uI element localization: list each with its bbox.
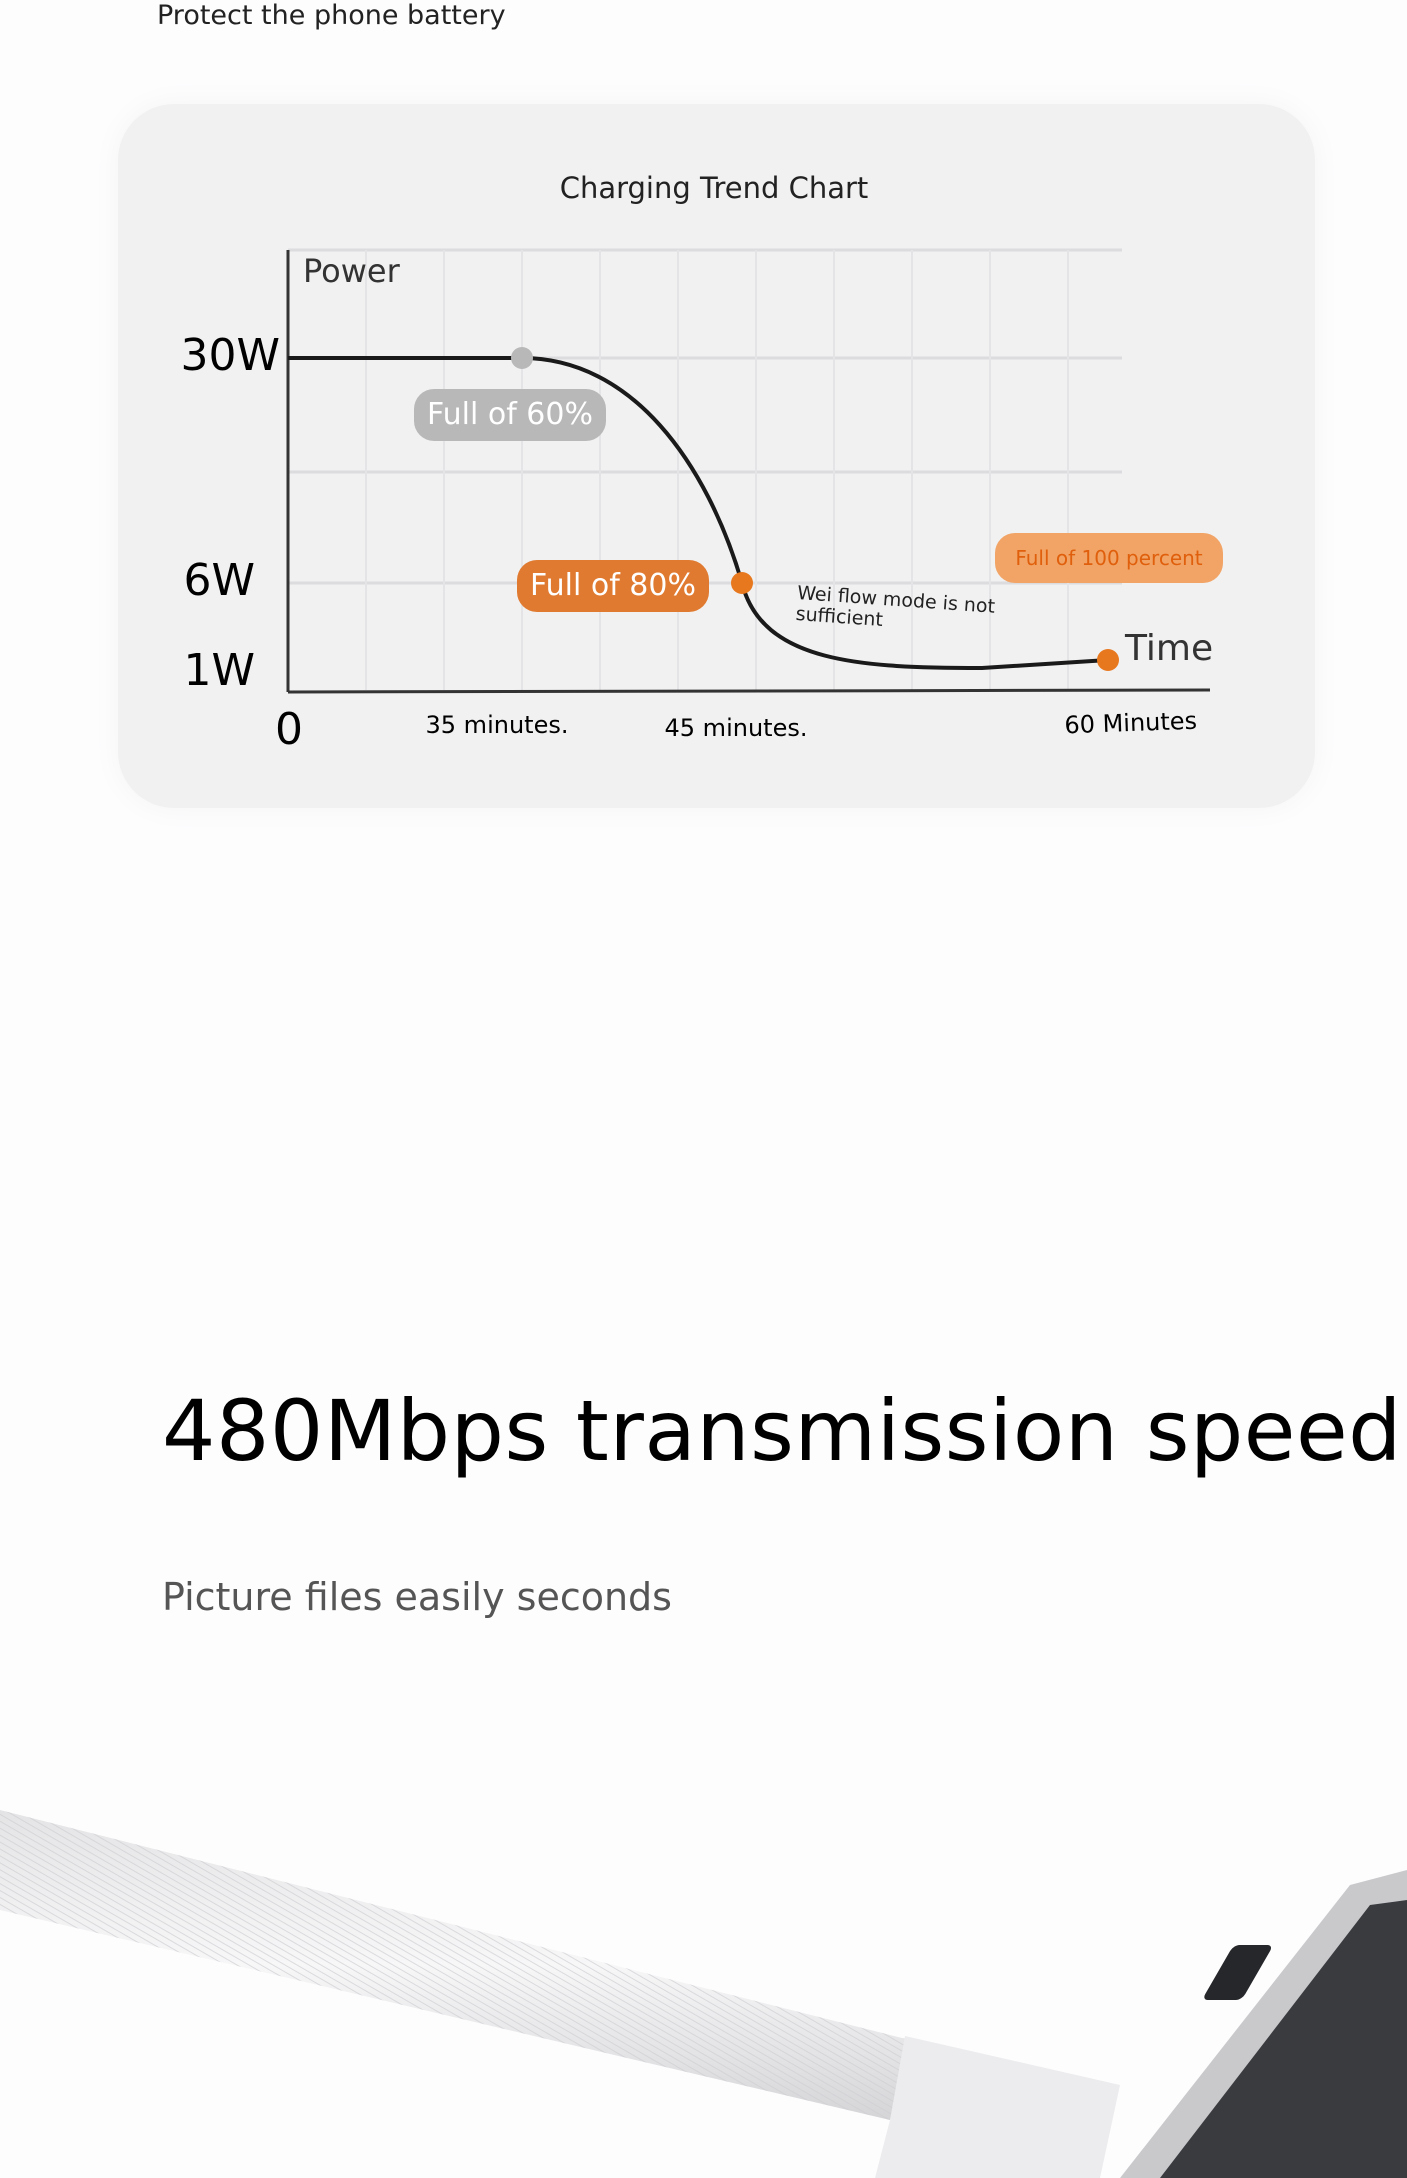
annotation-60-percent: Full of 60% bbox=[414, 389, 606, 441]
y-axis-label: Power bbox=[303, 252, 401, 290]
section-heading: 480Mbps transmission speed bbox=[162, 1382, 1402, 1480]
laptop bbox=[1120, 1870, 1407, 2178]
grid bbox=[288, 248, 1122, 690]
y-tick-label: 6W bbox=[184, 555, 256, 606]
data-point bbox=[1097, 649, 1119, 671]
chart-title: Charging Trend Chart bbox=[560, 171, 869, 205]
y-tick-label: 1W bbox=[184, 645, 256, 696]
x-tick-label: 35 minutes. bbox=[426, 711, 569, 739]
annotation-100-percent: Full of 100 percent bbox=[995, 533, 1223, 583]
annotation-80-percent: Full of 80% bbox=[517, 560, 709, 612]
y-tick-label: 30W bbox=[181, 330, 281, 381]
braided-cable bbox=[0, 1810, 1120, 2178]
data-point bbox=[511, 347, 533, 369]
x-tick-label: 0 bbox=[275, 704, 303, 755]
x-axis bbox=[287, 688, 1211, 694]
x-tick-label: 60 Minutes bbox=[1064, 707, 1198, 740]
data-point bbox=[731, 572, 753, 594]
x-tick-label: 45 minutes. bbox=[665, 714, 808, 742]
cable-laptop-photo bbox=[0, 1810, 1407, 2178]
section-subheading: Picture files easily seconds bbox=[162, 1575, 672, 1619]
chart: Charging Trend Chart Power Time 30W 6W 1… bbox=[181, 171, 1214, 755]
header-text: Protect the phone battery bbox=[157, 0, 506, 31]
x-axis-label: Time bbox=[1124, 628, 1213, 669]
